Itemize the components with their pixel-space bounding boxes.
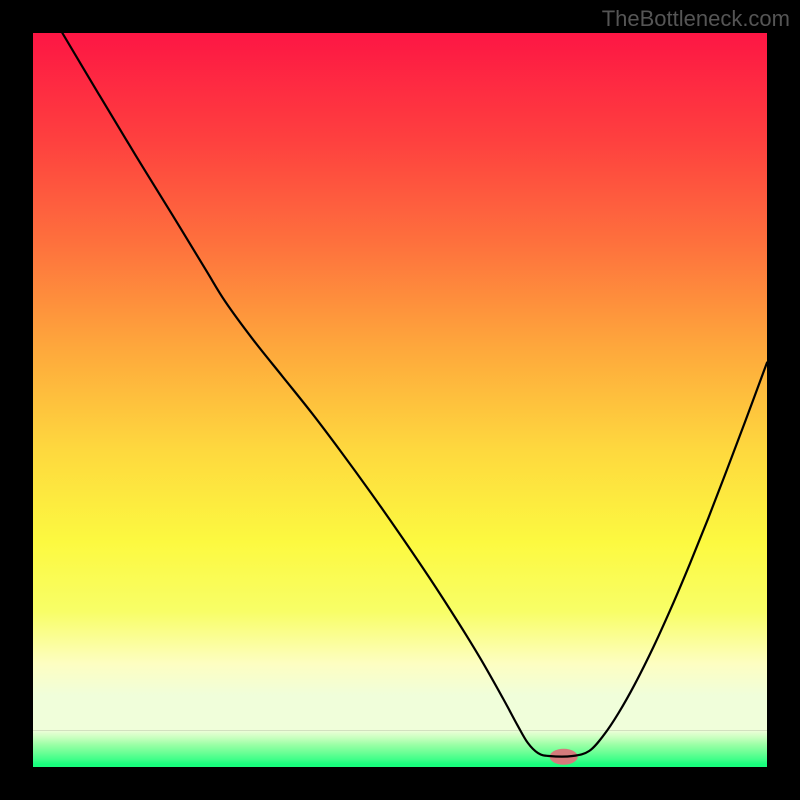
watermark-text: TheBottleneck.com <box>602 6 790 32</box>
gradient-background-bottom <box>33 730 767 767</box>
bottleneck-chart <box>0 0 800 800</box>
gradient-background-top <box>33 33 767 730</box>
chart-container: TheBottleneck.com <box>0 0 800 800</box>
